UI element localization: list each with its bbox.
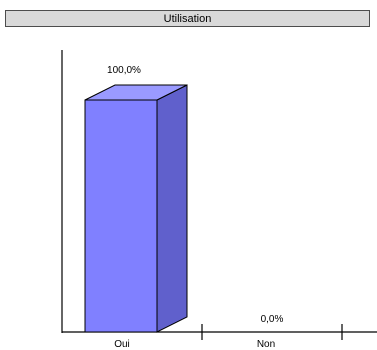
- bar-top-face: [84, 84, 188, 101]
- data-label-oui: 100,0%: [107, 65, 141, 76]
- x-tick-label-non: Non: [257, 339, 275, 350]
- chart-title: Utilisation: [163, 12, 212, 25]
- chart-bars: [84, 84, 188, 333]
- chart-labels: 100,0% Oui 0,0% Non: [107, 65, 283, 350]
- bar-front-face: [84, 99, 158, 333]
- data-label-non: 0,0%: [261, 314, 284, 325]
- chart-title-band: Utilisation: [5, 10, 370, 27]
- x-tick-label-oui: Oui: [114, 339, 130, 350]
- bar-side-face: [156, 84, 188, 333]
- bar-oui: [84, 84, 188, 333]
